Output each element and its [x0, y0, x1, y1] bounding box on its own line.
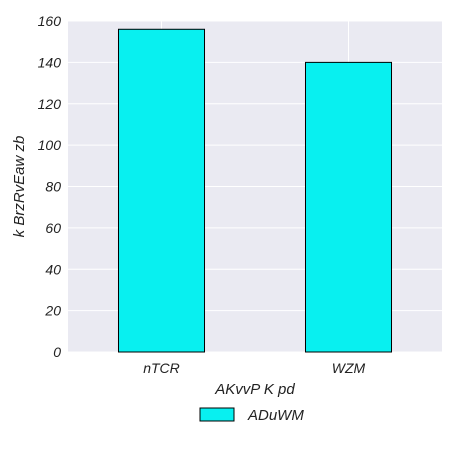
x-tick-label: WZM [332, 360, 366, 376]
x-tick-label: nTCR [143, 360, 180, 376]
y-tick-label: 40 [45, 261, 61, 277]
y-tick-label: 60 [45, 220, 61, 236]
legend-label: ADuWM [247, 407, 304, 424]
y-axis-ticks: 0 20 40 60 80 100 120 140 160 [38, 13, 62, 360]
y-axis-label: k BrzRvEaw zb [11, 136, 28, 238]
y-tick-label: 80 [45, 179, 61, 195]
legend: ADuWM [199, 407, 304, 424]
y-tick-label: 100 [38, 137, 62, 153]
legend-swatch [199, 407, 235, 422]
y-tick-label: 20 [44, 303, 61, 319]
y-tick-label: 0 [53, 344, 61, 360]
y-tick-label: 140 [38, 54, 62, 70]
bar-WZM [304, 61, 393, 353]
x-axis-label: AKvvP K pd [214, 381, 295, 398]
y-tick-label: 160 [38, 13, 62, 29]
bar-nTCR [117, 28, 206, 353]
y-tick-label: 120 [38, 96, 62, 112]
bars [117, 28, 393, 353]
x-axis-ticks: nTCR WZM [143, 360, 365, 376]
